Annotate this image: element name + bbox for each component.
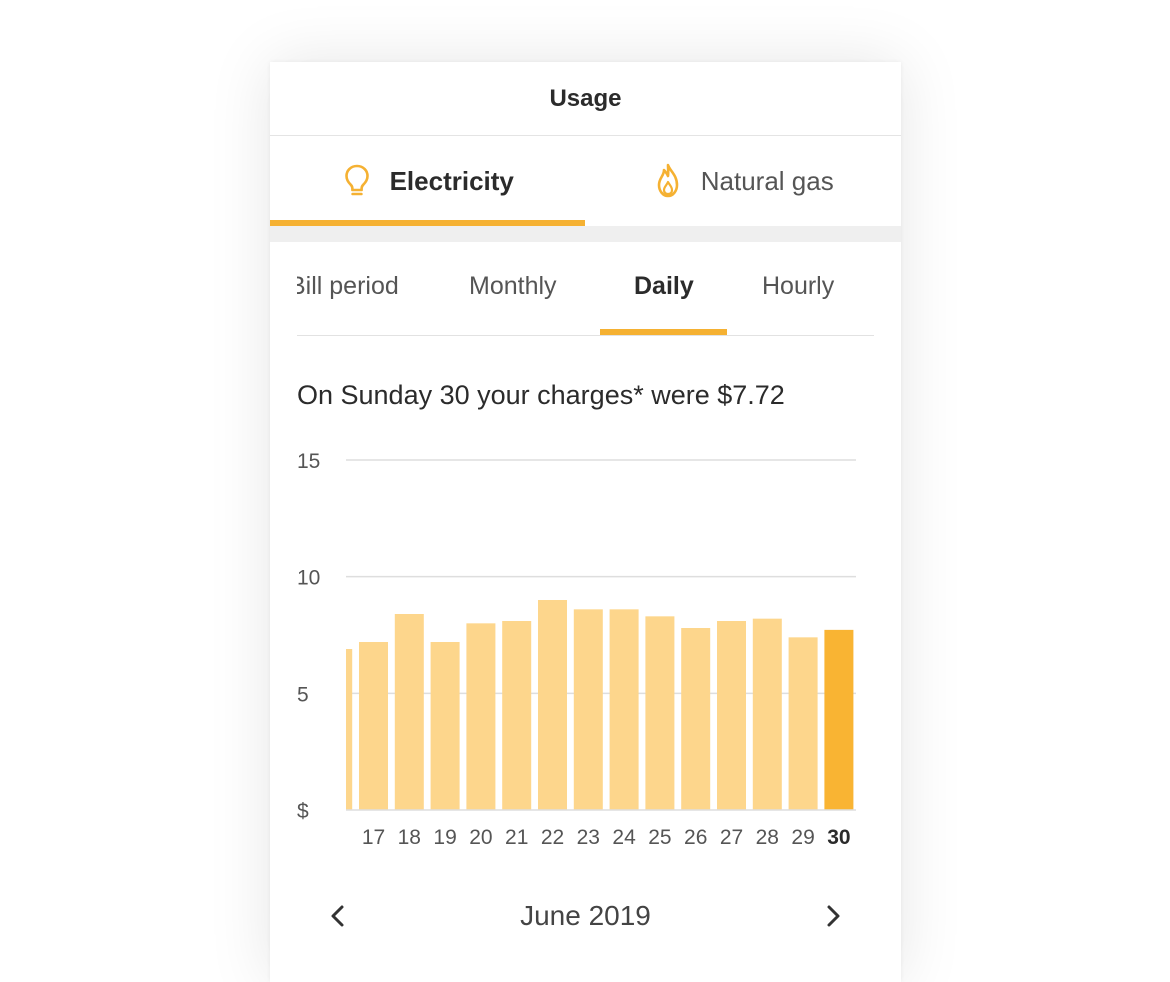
tab-electricity[interactable]: Electricity [270, 136, 586, 226]
x-tick-label: 30 [827, 826, 850, 849]
y-tick-label: $ [297, 800, 309, 823]
next-month-button[interactable] [817, 900, 849, 932]
x-tick-label: 19 [433, 826, 456, 849]
bar-day-19[interactable] [430, 642, 460, 810]
month-label: June 2019 [520, 900, 651, 931]
tab-natural-gas[interactable]: Natural gas [586, 136, 902, 226]
bar-day-27[interactable] [717, 621, 746, 810]
tab-monthly[interactable]: Monthly [469, 272, 557, 300]
section-divider [270, 226, 901, 242]
bar-day-21[interactable] [502, 621, 532, 810]
period-tabs: Bill period Monthly Daily Hourly [297, 242, 874, 336]
bar-day-29[interactable] [788, 637, 818, 810]
bar-day-25[interactable] [645, 616, 675, 810]
bar-day-30[interactable] [824, 629, 854, 810]
active-fuel-indicator [270, 220, 585, 226]
y-tick-label: 10 [297, 567, 320, 590]
previous-month-button[interactable] [322, 900, 354, 932]
x-tick-label: 17 [362, 826, 385, 849]
bar-day-24[interactable] [609, 609, 639, 810]
x-tick-label: 26 [684, 826, 707, 849]
bar-day-20[interactable] [466, 623, 496, 810]
active-period-indicator [600, 329, 727, 335]
charges-summary: On Sunday 30 your charges* were $7.72 [297, 380, 785, 410]
tab-hourly[interactable]: Hourly [762, 272, 835, 300]
page-title: Usage [270, 62, 901, 136]
x-tick-label: 24 [612, 826, 636, 849]
bars-group [323, 600, 854, 810]
bar-day-26[interactable] [681, 628, 711, 810]
month-navigation: June 2019 [270, 884, 901, 948]
x-tick-label: 22 [541, 826, 564, 849]
tab-bill-period[interactable]: Bill period [297, 272, 399, 300]
tab-electricity-label: Electricity [389, 165, 514, 196]
lightbulb-icon [344, 164, 369, 196]
x-tick-label: 28 [756, 826, 779, 849]
bar-day-22[interactable] [538, 600, 567, 810]
chevron-right-icon [827, 905, 840, 927]
x-tick-label: 18 [398, 826, 421, 849]
chevron-left-icon [331, 905, 344, 927]
x-tick-label: 21 [505, 826, 528, 849]
bar-day-16[interactable] [323, 649, 353, 810]
bar-day-28[interactable] [752, 618, 782, 810]
x-tick-label: 25 [648, 826, 671, 849]
tab-daily[interactable]: Daily [634, 272, 694, 300]
y-tick-label: 5 [297, 683, 309, 706]
bar-day-18[interactable] [394, 614, 424, 810]
bar-day-17[interactable] [359, 642, 388, 810]
x-tick-label: 20 [469, 826, 492, 849]
fuel-tabs: Electricity Natural gas [270, 136, 901, 226]
x-tick-label: 23 [577, 826, 600, 849]
y-tick-label: 15 [297, 450, 320, 473]
daily-charges-chart: 15 10 5 $17 18 19 20 21 22 23 24 25 26 27 28 29 30 [297, 450, 856, 849]
usage-card: Usage Electricity Natural gas Bill perio… [270, 62, 901, 982]
flame-icon [657, 163, 679, 198]
x-tick-label: 27 [720, 826, 743, 849]
bar-day-23[interactable] [573, 609, 603, 810]
x-tick-label: 29 [791, 826, 814, 849]
tab-natural-gas-label: Natural gas [700, 165, 834, 196]
